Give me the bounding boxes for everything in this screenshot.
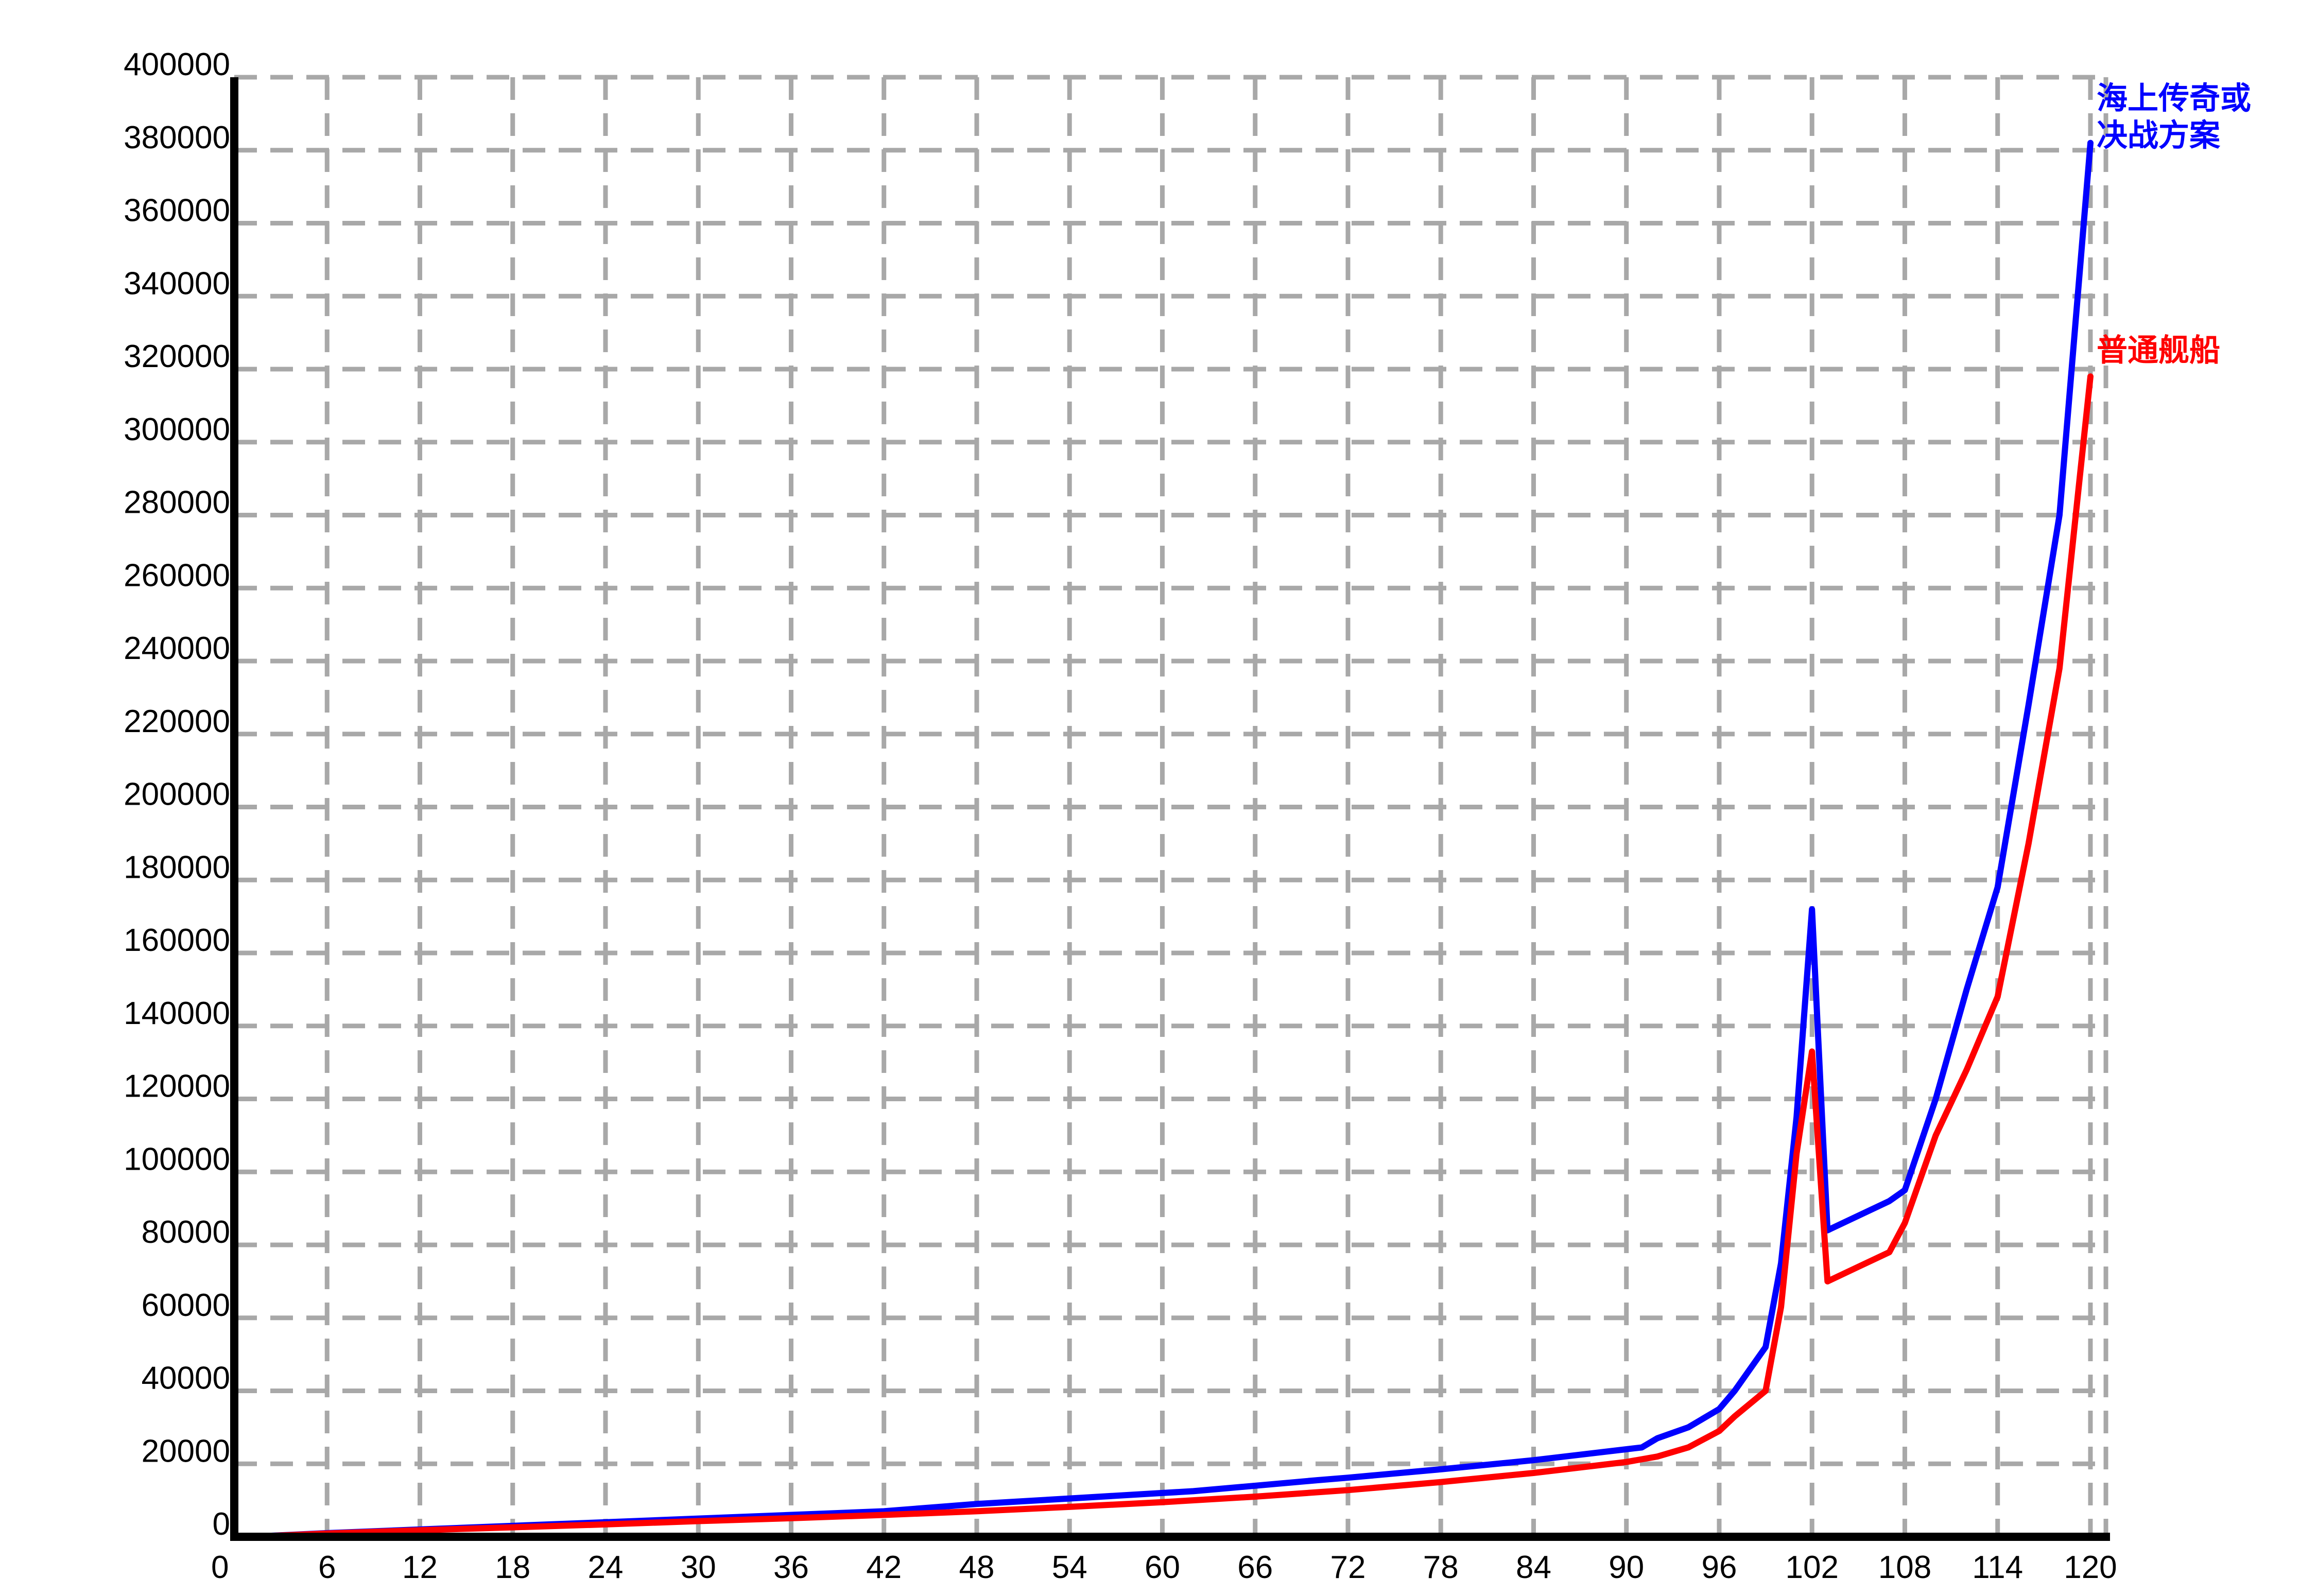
y-tick-label: 180000: [124, 849, 230, 885]
x-tick-label: 36: [773, 1550, 809, 1585]
x-tick-label: 42: [866, 1550, 902, 1585]
y-tick-label: 100000: [124, 1141, 230, 1177]
axes: [230, 77, 2110, 1541]
series-label-0: 海上传奇或决战方案: [2097, 81, 2251, 153]
series-label-1-line-0: 普通舰船: [2097, 333, 2220, 368]
series-line-1: [247, 373, 2094, 1540]
x-tick-label: 66: [1237, 1550, 1273, 1585]
y-tick-label: 120000: [124, 1069, 230, 1104]
x-tick-label: 114: [1972, 1550, 2023, 1585]
y-tick-label: 340000: [124, 266, 230, 301]
y-tick-label: 0: [213, 1506, 230, 1542]
y-tick-label: 360000: [124, 193, 230, 229]
y-tick-label: 20000: [142, 1433, 230, 1469]
series-lines: [247, 140, 2094, 1540]
x-tick-label: 60: [1145, 1550, 1180, 1585]
x-tick-label: 78: [1423, 1550, 1459, 1585]
x-tick-label: 120: [2064, 1550, 2117, 1585]
x-tick-label: 24: [588, 1550, 624, 1585]
x-tick-label: 18: [495, 1550, 530, 1585]
x-tick-label: 108: [1878, 1550, 1931, 1585]
x-tick-label: 0: [211, 1550, 229, 1585]
x-tick-label: 90: [1609, 1550, 1644, 1585]
series-line-0: [247, 140, 2094, 1540]
x-tick-label: 48: [959, 1550, 994, 1585]
series-label-0-line-0: 海上传奇或: [2097, 81, 2251, 116]
y-tick-label: 200000: [124, 777, 230, 812]
x-tick-label: 84: [1516, 1550, 1551, 1585]
series-label-1: 普通舰船: [2097, 333, 2220, 368]
y-tick-label: 260000: [124, 558, 230, 593]
y-tick-label: 300000: [124, 412, 230, 447]
y-tick-label: 40000: [142, 1361, 230, 1396]
y-tick-label: 280000: [124, 485, 230, 521]
y-tick-labels: 0 20000 40000 60000 80000 100000 120000 140000 1…: [124, 47, 230, 1542]
y-tick-label: 80000: [142, 1215, 230, 1250]
x-tick-label: 96: [1701, 1550, 1737, 1585]
x-tick-labels: 0 6 12 18 24 30 36 42 48 54 60 66 72 78 84 90 96 102 108 11…: [211, 1550, 2117, 1585]
x-tick-label: 6: [318, 1550, 336, 1585]
y-tick-label: 400000: [124, 47, 230, 82]
y-tick-label: 160000: [124, 923, 230, 958]
y-tick-label: 380000: [124, 120, 230, 155]
x-tick-label: 102: [1785, 1550, 1838, 1585]
x-tick-label: 12: [402, 1550, 438, 1585]
series-label-0-line-1: 决战方案: [2097, 118, 2221, 153]
y-tick-label: 220000: [124, 704, 230, 739]
y-tick-label: 140000: [124, 996, 230, 1031]
y-tick-label: 320000: [124, 339, 230, 374]
x-tick-label: 72: [1330, 1550, 1365, 1585]
grid: [234, 75, 2108, 1537]
y-tick-label: 240000: [124, 631, 230, 666]
x-tick-label: 30: [681, 1550, 716, 1585]
y-tick-label: 60000: [142, 1288, 230, 1323]
x-tick-label: 54: [1052, 1550, 1087, 1585]
